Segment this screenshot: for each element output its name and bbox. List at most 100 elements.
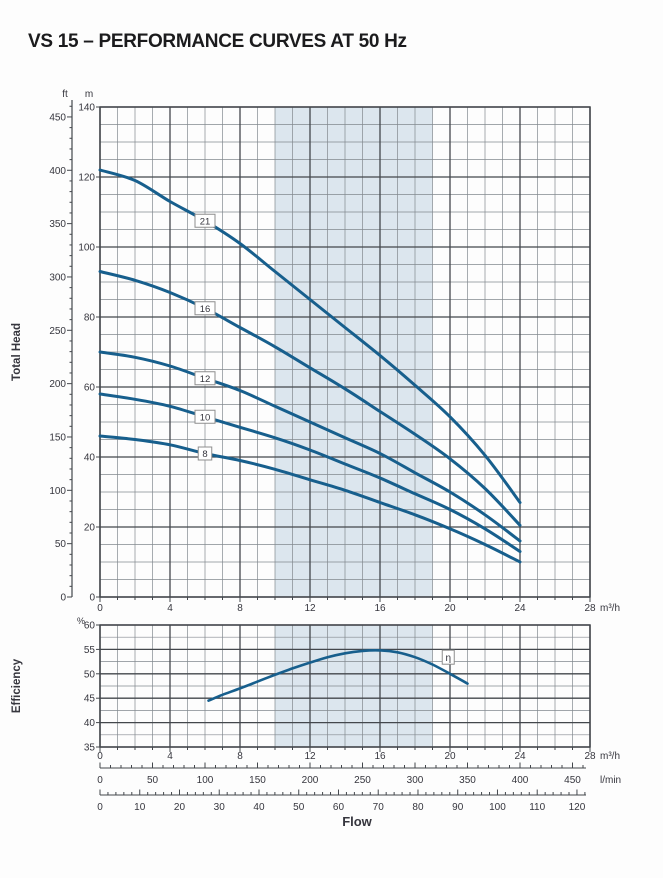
curve-label-8: 8 [197,446,213,461]
head-x-unit: m³/h [600,603,620,614]
svg-text:55: 55 [84,645,96,656]
svg-text:50: 50 [147,775,159,786]
svg-text:12: 12 [200,374,211,385]
svg-text:40: 40 [84,718,96,729]
svg-text:20: 20 [444,751,456,762]
eff-axis-x: 0 4 8 12 16 20 24 28 m³/h [97,751,620,762]
curve-label-21: 21 [194,213,216,228]
svg-text:350: 350 [459,775,476,786]
svg-text:21: 21 [200,216,211,227]
eff-axis-y: 35 40 45 50 55 60% [77,616,100,754]
curve-label-10: 10 [194,409,216,424]
curve-label-12: 12 [194,371,216,386]
ft-unit-label: ft [62,89,68,100]
svg-text:150: 150 [49,432,66,443]
svg-text:35: 35 [84,743,96,754]
svg-text:16: 16 [374,603,386,614]
curve-label-16: 16 [194,301,216,316]
svg-text:40: 40 [253,802,265,813]
svg-text:100: 100 [197,775,214,786]
svg-text:24: 24 [514,751,526,762]
efficiency-chart: 35 40 45 50 55 60% 0 4 8 12 16 20 24 28 m³/h η Efficienc… [11,616,620,762]
svg-text:8: 8 [237,603,243,614]
svg-text:20: 20 [174,802,186,813]
head-curves: 21 16 12 10 8 [98,168,522,564]
svg-text:50: 50 [55,539,67,550]
svg-text:η: η [445,653,451,664]
svg-text:10: 10 [134,802,146,813]
svg-text:4: 4 [167,603,173,614]
svg-text:300: 300 [49,272,66,283]
eff-ylabel: Efficiency [11,658,23,713]
svg-text:0: 0 [89,593,95,604]
svg-text:140: 140 [78,103,95,114]
svg-text:0: 0 [97,603,103,614]
svg-text:40: 40 [84,453,96,464]
svg-text:50: 50 [84,669,96,680]
svg-text:450: 450 [49,112,66,123]
svg-text:0: 0 [60,593,66,604]
head-axis-x: 0 4 8 12 16 20 24 28 m³/h [97,603,620,614]
svg-text:20: 20 [84,523,96,534]
svg-text:450: 450 [564,775,581,786]
svg-text:10: 10 [200,412,211,423]
m-unit-label: m [85,89,93,100]
percent-unit-label: % [77,616,85,626]
head-curve-16 [98,270,522,527]
flow-scale-unit: l/min [600,775,621,786]
svg-text:110: 110 [529,802,545,813]
svg-text:28: 28 [584,603,596,614]
svg-text:350: 350 [49,219,66,230]
svg-text:400: 400 [49,166,66,177]
flow-scale-l/min: 0 50 100 150 200 250 300 350 400 450 l/min [97,762,621,786]
svg-text:0: 0 [97,751,103,762]
svg-text:0: 0 [97,775,103,786]
svg-text:250: 250 [49,326,66,337]
svg-text:200: 200 [49,379,66,390]
svg-text:50: 50 [293,802,305,813]
svg-text:100: 100 [49,486,66,497]
svg-text:120: 120 [569,802,586,813]
head-curve-10 [98,392,522,553]
head-axis-ft: 0 50 100 150 200 250 300 350 400 450 ft [49,89,73,604]
svg-text:30: 30 [214,802,226,813]
svg-text:200: 200 [302,775,319,786]
svg-text:45: 45 [84,694,96,705]
svg-text:12: 12 [304,751,316,762]
head-curve-12 [98,350,522,543]
head-axis-m: 0 20 40 60 80 100 120 140 m [78,89,100,604]
svg-text:20: 20 [444,603,456,614]
head-chart: 020406080100120140m050100150200250300350… [11,89,620,614]
svg-text:16: 16 [200,304,211,315]
svg-text:400: 400 [512,775,529,786]
svg-text:8: 8 [237,751,243,762]
svg-text:60: 60 [333,802,345,813]
svg-text:24: 24 [514,603,526,614]
svg-text:8: 8 [202,449,207,460]
head-curve-21 [98,168,522,504]
svg-text:28: 28 [584,751,596,762]
svg-text:80: 80 [84,313,96,324]
page-title: VS 15 – PERFORMANCE CURVES AT 50 Hz [28,31,407,52]
flow-axis-label: Flow [342,814,372,829]
efficiency-curve [207,648,469,702]
svg-text:100: 100 [78,243,95,254]
svg-text:60: 60 [84,383,96,394]
flow-scales: 0 50 100 150 200 250 300 350 400 450 l/min 0 10 20 30 4… [97,762,621,829]
head-ylabel: Total Head [11,323,23,381]
svg-text:60: 60 [84,621,96,632]
svg-text:90: 90 [452,802,464,813]
svg-text:120: 120 [78,173,95,184]
svg-text:16: 16 [374,751,386,762]
svg-text:0: 0 [97,802,103,813]
svg-text:12: 12 [304,603,316,614]
svg-text:300: 300 [407,775,424,786]
flow-scale-gpm: 0 10 20 30 40 50 60 70 80 90 100 110 120 [97,789,586,813]
head-curve-8 [98,434,522,564]
svg-text:150: 150 [249,775,266,786]
svg-text:70: 70 [373,802,385,813]
eff-x-unit: m³/h [600,751,620,762]
svg-text:100: 100 [489,802,506,813]
